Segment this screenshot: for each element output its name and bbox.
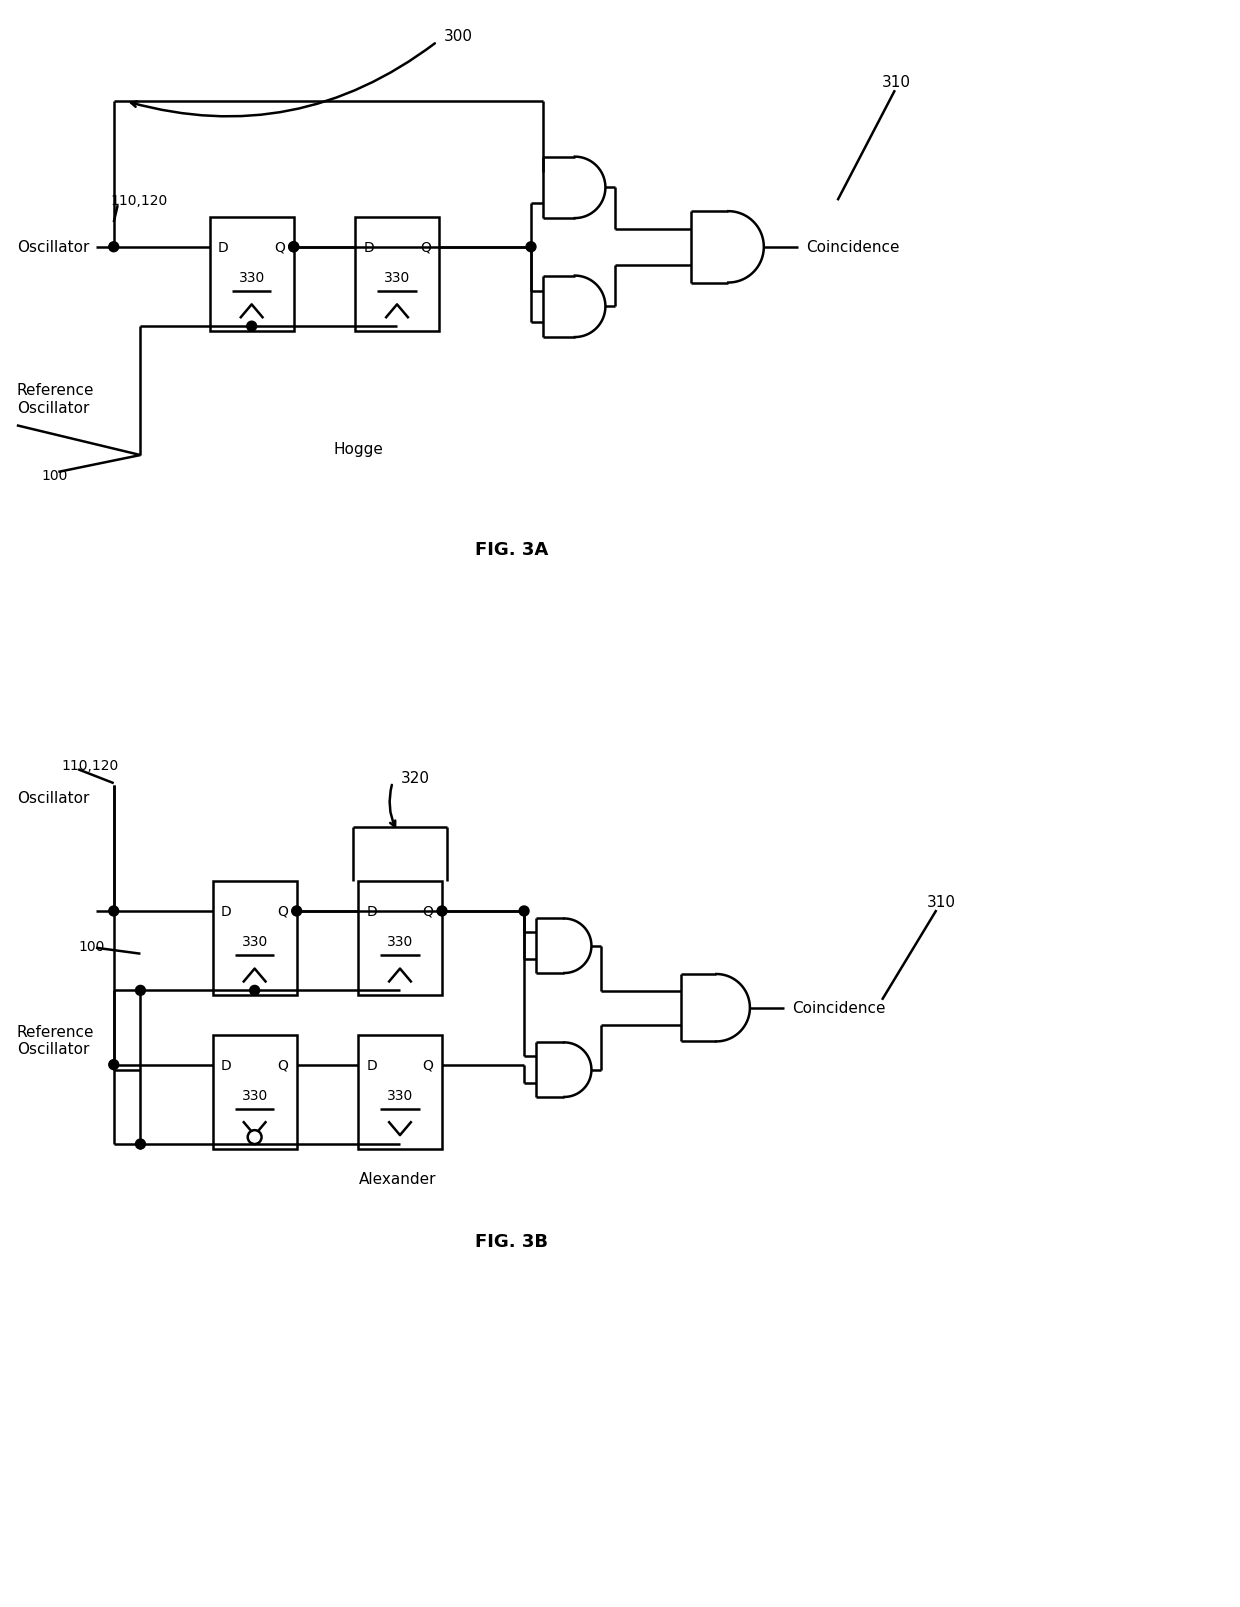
Text: FIG. 3B: FIG. 3B (475, 1233, 548, 1250)
Circle shape (109, 906, 119, 916)
Text: Oscillator: Oscillator (17, 239, 89, 256)
Text: D: D (221, 1057, 232, 1072)
Circle shape (436, 906, 446, 916)
Text: D: D (221, 905, 232, 918)
Circle shape (289, 243, 299, 252)
Text: Reference
Oscillator: Reference Oscillator (17, 382, 94, 416)
Circle shape (248, 1130, 262, 1144)
Text: Q: Q (274, 241, 285, 254)
Text: 310: 310 (926, 893, 956, 910)
Text: 330: 330 (242, 935, 268, 948)
Circle shape (526, 243, 536, 252)
Circle shape (247, 321, 257, 333)
Circle shape (289, 243, 299, 252)
Bar (358, 1035, 441, 1149)
Text: D: D (367, 1057, 377, 1072)
Text: 330: 330 (387, 935, 413, 948)
Circle shape (109, 243, 119, 252)
Text: 100: 100 (42, 469, 68, 482)
Text: 330: 330 (242, 1088, 268, 1102)
Circle shape (520, 906, 529, 916)
Bar (210, 219, 294, 333)
Circle shape (109, 1061, 119, 1070)
Text: 330: 330 (384, 272, 410, 284)
Circle shape (249, 985, 259, 996)
Text: 330: 330 (387, 1088, 413, 1102)
Text: 100: 100 (78, 938, 104, 953)
Text: 330: 330 (238, 272, 265, 284)
Circle shape (291, 906, 301, 916)
Text: Q: Q (278, 1057, 288, 1072)
Text: Q: Q (423, 905, 434, 918)
Bar (212, 882, 296, 996)
Text: Coincidence: Coincidence (792, 1001, 885, 1016)
Text: D: D (367, 905, 377, 918)
Text: 310: 310 (882, 76, 911, 90)
Text: Reference
Oscillator: Reference Oscillator (17, 1024, 94, 1056)
Text: Q: Q (423, 1057, 434, 1072)
Bar (358, 882, 441, 996)
Text: Coincidence: Coincidence (806, 239, 900, 256)
Bar (355, 219, 439, 333)
Text: Hogge: Hogge (334, 442, 383, 456)
Text: FIG. 3A: FIG. 3A (475, 542, 548, 559)
Text: Q: Q (278, 905, 288, 918)
Text: 110,120: 110,120 (110, 194, 167, 209)
Text: 300: 300 (444, 29, 472, 43)
Circle shape (135, 1139, 145, 1149)
Text: 320: 320 (401, 770, 429, 786)
Text: Q: Q (420, 241, 430, 254)
Bar (212, 1035, 296, 1149)
Text: Oscillator: Oscillator (17, 791, 89, 805)
Text: 110,120: 110,120 (61, 759, 119, 773)
Text: D: D (363, 241, 374, 254)
Text: D: D (218, 241, 229, 254)
Circle shape (135, 985, 145, 996)
Text: Alexander: Alexander (358, 1172, 436, 1186)
